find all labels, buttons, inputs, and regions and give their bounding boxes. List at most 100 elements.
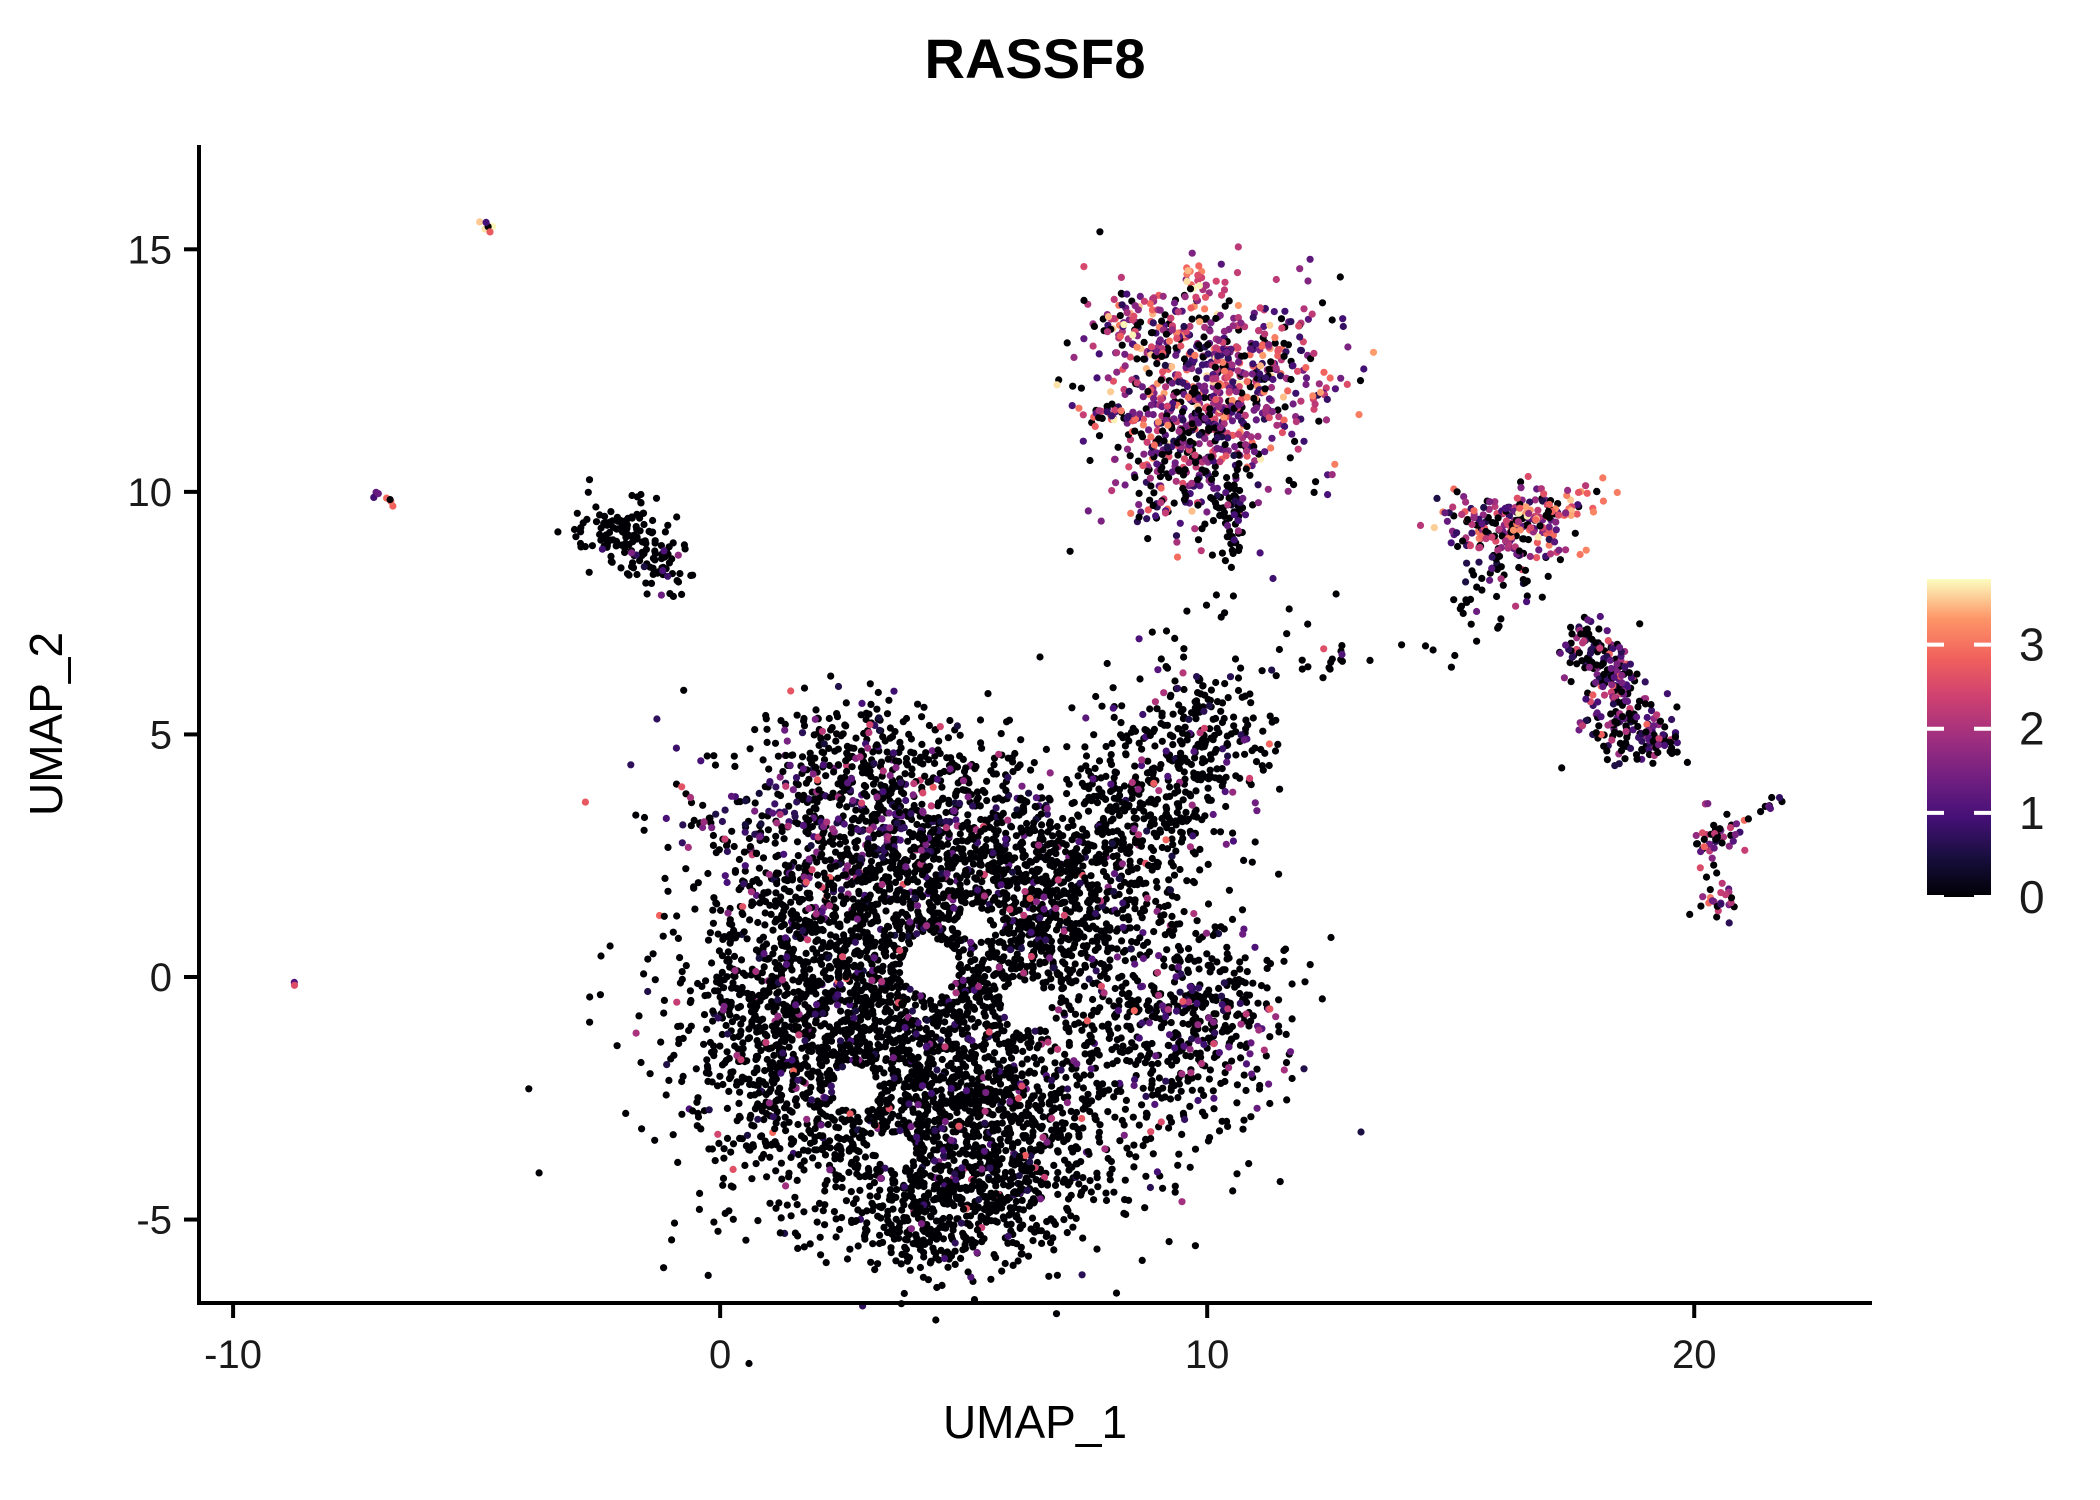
data-point bbox=[777, 717, 785, 725]
data-point bbox=[868, 1199, 876, 1207]
data-point bbox=[776, 1229, 784, 1237]
data-point bbox=[918, 1114, 926, 1122]
data-point bbox=[832, 1183, 840, 1191]
data-point bbox=[720, 1145, 728, 1153]
data-point bbox=[1102, 1189, 1110, 1197]
data-point bbox=[1035, 1041, 1043, 1049]
data-point bbox=[761, 1067, 769, 1075]
data-point bbox=[987, 1217, 995, 1225]
data-point bbox=[827, 672, 835, 680]
data-point bbox=[879, 1202, 887, 1210]
data-point bbox=[967, 1015, 975, 1023]
data-point bbox=[741, 1161, 749, 1169]
data-point bbox=[1072, 1108, 1081, 1117]
data-point bbox=[1000, 1027, 1008, 1035]
data-point bbox=[871, 866, 879, 875]
data-point bbox=[1104, 1108, 1112, 1116]
data-point bbox=[727, 792, 736, 800]
data-point bbox=[762, 940, 771, 948]
data-point bbox=[1015, 1172, 1023, 1180]
data-point bbox=[963, 1186, 971, 1194]
data-point bbox=[1054, 1045, 1062, 1053]
data-point bbox=[613, 1042, 621, 1050]
data-point bbox=[818, 944, 826, 953]
data-point bbox=[735, 1033, 743, 1041]
data-point bbox=[859, 902, 868, 910]
data-point bbox=[804, 1004, 812, 1012]
data-point bbox=[1087, 1071, 1095, 1079]
data-point bbox=[676, 954, 684, 962]
data-point bbox=[1107, 1157, 1115, 1166]
data-point bbox=[896, 836, 904, 844]
data-point bbox=[963, 1138, 971, 1146]
data-point bbox=[714, 987, 722, 995]
data-point bbox=[1048, 1114, 1056, 1122]
data-point bbox=[862, 709, 871, 717]
data-point bbox=[916, 1263, 925, 1272]
data-point bbox=[1031, 1228, 1039, 1236]
data-point bbox=[869, 1240, 877, 1248]
data-point bbox=[845, 956, 853, 964]
data-point bbox=[875, 714, 883, 722]
data-point bbox=[932, 1316, 940, 1324]
data-point bbox=[838, 1183, 846, 1191]
data-point bbox=[756, 833, 764, 841]
data-point bbox=[842, 1197, 851, 1205]
data-point bbox=[856, 753, 864, 761]
data-point bbox=[638, 1125, 646, 1133]
data-point bbox=[778, 976, 787, 984]
data-point bbox=[870, 810, 878, 819]
data-point bbox=[801, 920, 809, 929]
data-point bbox=[900, 824, 908, 832]
data-point bbox=[794, 852, 802, 860]
data-point bbox=[841, 944, 849, 952]
data-point bbox=[907, 735, 916, 743]
data-point bbox=[897, 953, 905, 962]
data-point bbox=[910, 1162, 918, 1170]
data-point bbox=[856, 1186, 864, 1194]
data-point bbox=[821, 1094, 829, 1102]
data-point bbox=[927, 802, 935, 810]
data-point bbox=[1080, 1071, 1088, 1079]
data-point bbox=[1015, 1153, 1024, 1161]
data-point bbox=[893, 896, 901, 904]
data-point bbox=[847, 775, 856, 783]
data-point bbox=[953, 1109, 961, 1117]
data-point bbox=[718, 1061, 727, 1069]
data-point bbox=[827, 879, 835, 887]
data-point bbox=[783, 877, 792, 885]
data-point bbox=[987, 814, 995, 822]
data-point bbox=[798, 973, 806, 981]
data-point bbox=[679, 1034, 687, 1042]
data-point bbox=[1009, 768, 1017, 776]
data-point bbox=[950, 904, 958, 912]
data-point bbox=[1125, 1150, 1134, 1158]
data-point bbox=[823, 1044, 832, 1052]
data-point bbox=[1010, 1189, 1018, 1197]
data-point bbox=[833, 730, 841, 738]
data-point bbox=[766, 983, 774, 991]
data-point bbox=[791, 1096, 800, 1105]
data-point bbox=[727, 936, 735, 944]
data-point bbox=[1026, 1067, 1034, 1075]
data-point bbox=[939, 1074, 948, 1082]
data-point bbox=[860, 781, 869, 790]
data-point bbox=[795, 898, 804, 906]
data-point bbox=[840, 820, 848, 828]
data-point bbox=[914, 1053, 922, 1061]
data-point bbox=[827, 1082, 835, 1090]
data-point bbox=[981, 1119, 989, 1127]
data-point bbox=[1019, 1047, 1027, 1055]
data-point bbox=[959, 976, 967, 985]
data-point bbox=[726, 920, 734, 928]
data-point bbox=[834, 815, 843, 823]
data-point bbox=[1005, 1211, 1013, 1219]
data-point bbox=[1084, 807, 1093, 815]
data-point bbox=[1016, 1180, 1024, 1188]
data-point bbox=[917, 1140, 926, 1148]
data-point bbox=[892, 764, 900, 772]
data-point bbox=[739, 1045, 747, 1053]
data-point bbox=[802, 949, 810, 958]
data-point bbox=[779, 768, 787, 776]
data-point bbox=[741, 862, 749, 870]
